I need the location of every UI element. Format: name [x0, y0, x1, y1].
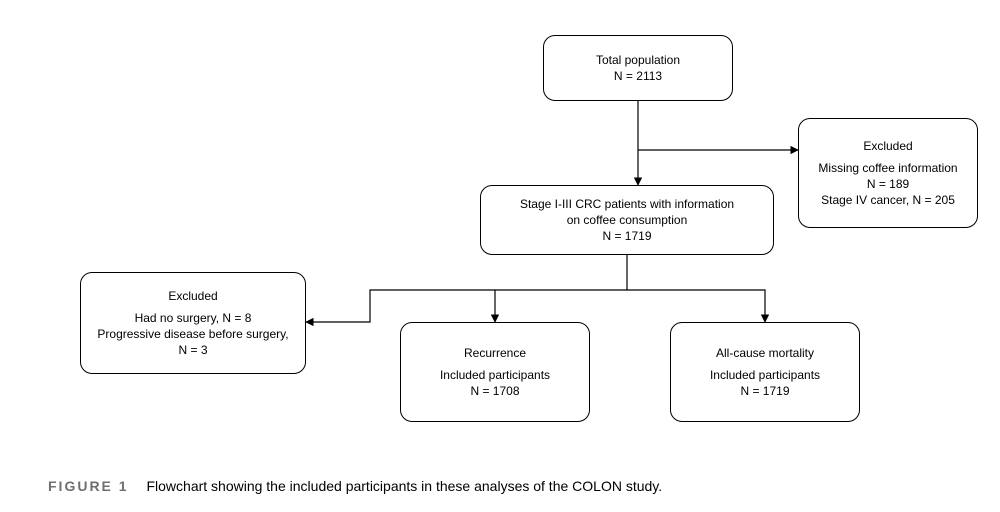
node-line: Stage I-III CRC patients with informatio…: [520, 196, 734, 212]
node-line: Included participants: [440, 367, 550, 383]
node-recurrence: Recurrence Included participants N = 170…: [400, 322, 590, 422]
node-mortality: All-cause mortality Included participant…: [670, 322, 860, 422]
node-line: Missing coffee information: [818, 160, 957, 176]
node-total-population: Total population N = 2113: [543, 35, 733, 101]
node-line: Excluded: [863, 138, 912, 154]
figure-caption: FIGURE 1 Flowchart showing the included …: [48, 478, 662, 494]
node-line: Progressive disease before surgery,: [97, 326, 288, 342]
node-line: All-cause mortality: [716, 345, 814, 361]
node-line: on coffee consumption: [567, 212, 688, 228]
node-excluded-left: Excluded Had no surgery, N = 8 Progressi…: [80, 272, 306, 374]
node-line: Had no surgery, N = 8: [135, 310, 252, 326]
node-line: N = 3: [178, 342, 207, 358]
node-line: N = 2113: [614, 68, 662, 84]
figure-label: FIGURE 1: [48, 478, 129, 494]
node-line: N = 1719: [602, 228, 651, 244]
node-line: Stage IV cancer, N = 205: [821, 192, 955, 208]
figure-caption-text: Flowchart showing the included participa…: [146, 478, 662, 494]
node-line: Included participants: [710, 367, 820, 383]
node-stage: Stage I-III CRC patients with informatio…: [480, 185, 774, 255]
flowchart-edges: [0, 0, 1000, 512]
node-line: Recurrence: [464, 345, 526, 361]
node-line: N = 189: [867, 176, 909, 192]
node-line: N = 1708: [470, 383, 519, 399]
node-excluded-top: Excluded Missing coffee information N = …: [798, 118, 978, 228]
node-line: N = 1719: [740, 383, 789, 399]
node-line: Excluded: [168, 288, 217, 304]
node-line: Total population: [596, 52, 680, 68]
